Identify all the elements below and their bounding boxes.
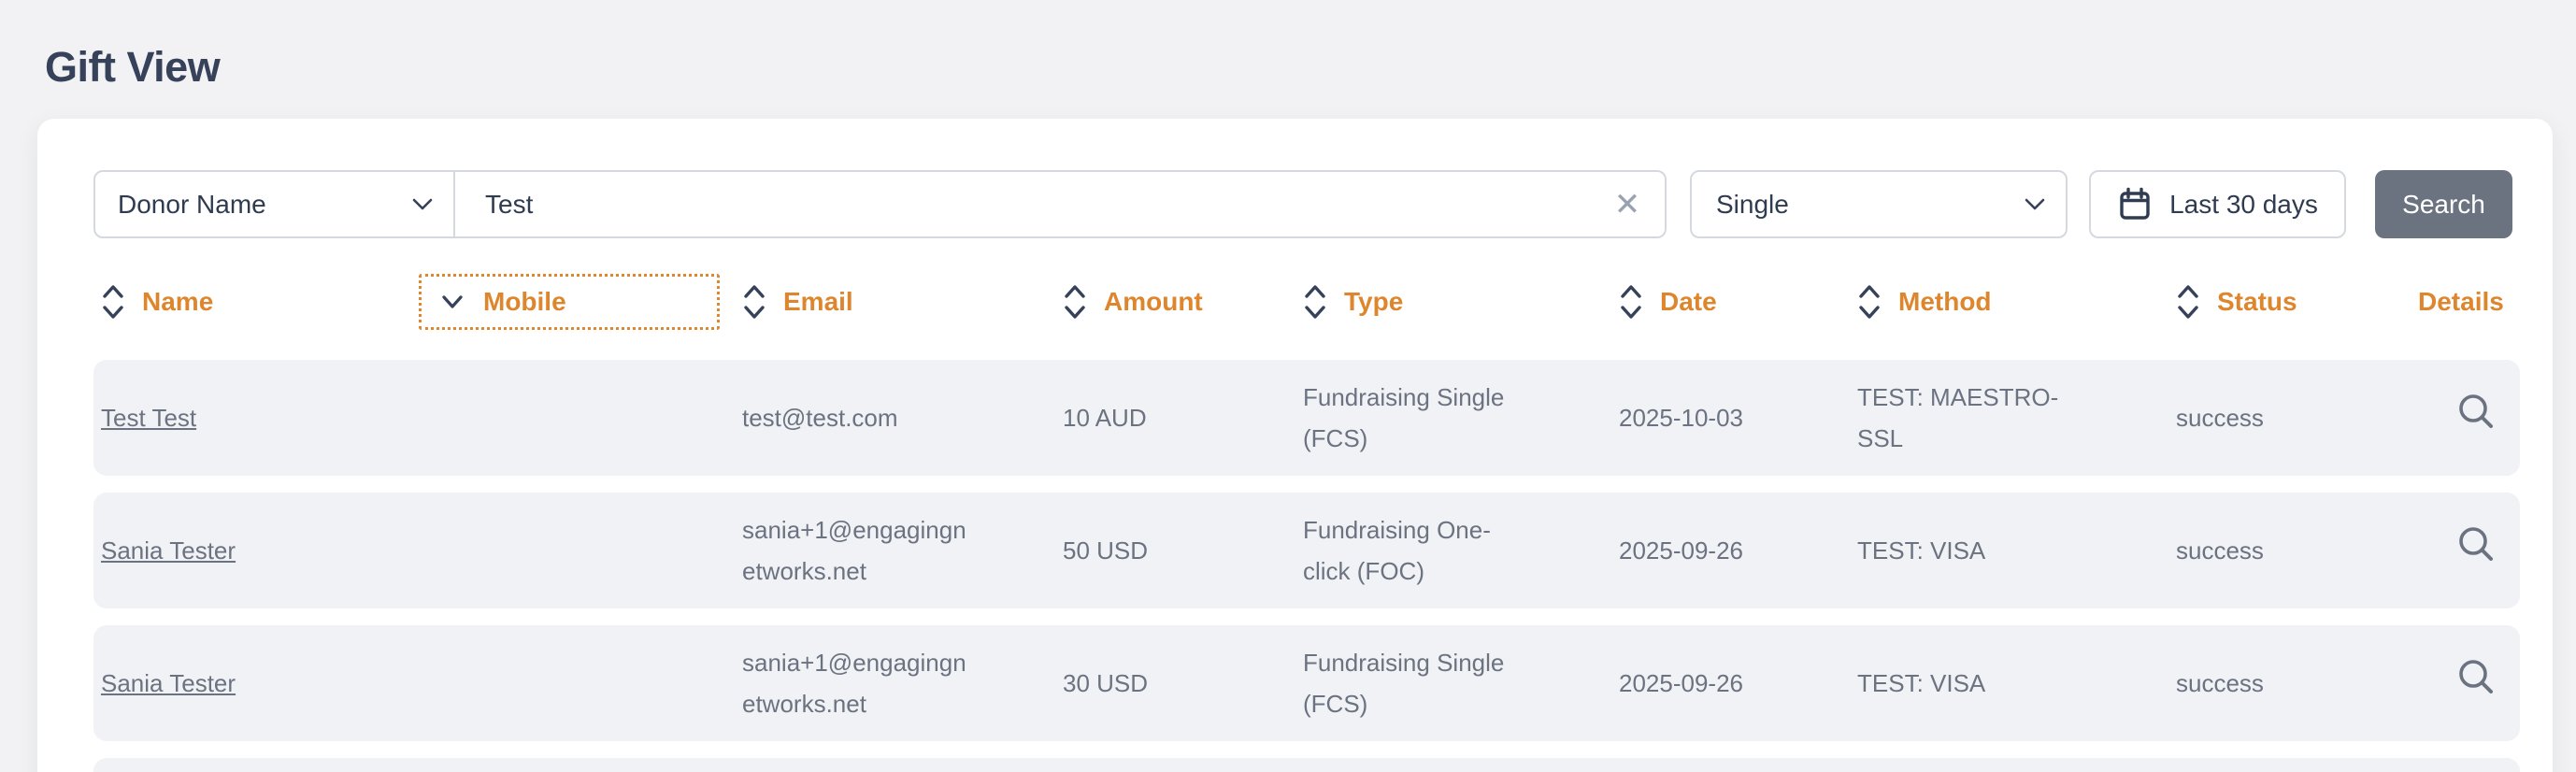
date-cell: 2025-10-03 bbox=[1619, 404, 1743, 432]
column-header-status[interactable]: Status bbox=[2168, 281, 2411, 322]
column-header-name[interactable]: Name bbox=[93, 281, 419, 322]
magnifier-icon bbox=[2455, 391, 2498, 434]
details-cell bbox=[2411, 523, 2520, 579]
magnifier-icon bbox=[2455, 656, 2498, 699]
method-cell: TEST: VISA bbox=[1857, 669, 1986, 697]
method-cell: TEST: VISA bbox=[1857, 536, 1986, 565]
status-cell: success bbox=[2176, 404, 2264, 432]
sort-icon bbox=[2176, 281, 2200, 322]
details-cell bbox=[2411, 391, 2520, 446]
magnifier-icon bbox=[2455, 523, 2498, 566]
column-header-date[interactable]: Date bbox=[1611, 281, 1850, 322]
filter-bar: Donor Name ✕ Single bbox=[93, 170, 2512, 238]
status-cell: success bbox=[2176, 536, 2264, 565]
table-body: Test Test test@test.com 10 AUD Fundraisi… bbox=[93, 360, 2520, 772]
type-cell: Fundraising Single (FCS) bbox=[1303, 383, 1505, 452]
date-cell: 2025-09-26 bbox=[1619, 536, 1743, 565]
column-label: Amount bbox=[1104, 287, 1203, 316]
type-cell: Fundraising One-click (FOC) bbox=[1303, 516, 1491, 585]
date-cell: 2025-09-26 bbox=[1619, 669, 1743, 697]
gift-view-card: Donor Name ✕ Single bbox=[37, 119, 2553, 772]
mobile-sort-box[interactable]: Mobile bbox=[419, 274, 720, 330]
details-cell bbox=[2411, 656, 2520, 711]
date-range-label: Last 30 days bbox=[2169, 189, 2318, 219]
column-label: Date bbox=[1660, 287, 1717, 316]
details-magnifier-button[interactable] bbox=[2455, 523, 2498, 566]
name-cell: Test Test bbox=[93, 397, 419, 438]
table-row: Test Test test@test.com 10 AUD Fundraisi… bbox=[93, 360, 2520, 476]
type-cell: Fundraising Single (FCS) bbox=[1303, 649, 1505, 718]
column-label: Method bbox=[1898, 287, 1992, 316]
table-header-row: Name Mobile Email Amount Type bbox=[93, 272, 2520, 332]
sort-icon bbox=[101, 281, 125, 322]
table-row: Sania Tester sania+1@engagingnetworks.ne… bbox=[93, 493, 2520, 608]
sort-icon bbox=[1303, 281, 1327, 322]
search-input[interactable] bbox=[455, 170, 1667, 238]
chevron-down-icon bbox=[2021, 195, 2049, 214]
donor-name-link[interactable]: Sania Tester bbox=[101, 536, 236, 565]
donor-name-link[interactable]: Test Test bbox=[101, 404, 197, 432]
column-label: Type bbox=[1344, 287, 1404, 316]
email-cell: sania+1@engagingnetworks.net bbox=[742, 649, 966, 718]
gifts-table: Name Mobile Email Amount Type bbox=[93, 272, 2520, 772]
chevron-down-icon bbox=[438, 292, 466, 312]
sort-icon bbox=[1063, 281, 1087, 322]
gift-type-select[interactable]: Single bbox=[1690, 170, 2068, 238]
sort-icon bbox=[742, 281, 766, 322]
column-header-amount[interactable]: Amount bbox=[1055, 281, 1295, 322]
status-cell: success bbox=[2176, 669, 2264, 697]
column-header-method[interactable]: Method bbox=[1850, 281, 2168, 322]
table-row-partial bbox=[93, 758, 2520, 772]
search-input-group: Donor Name ✕ bbox=[93, 170, 1667, 238]
amount-cell: 50 USD bbox=[1063, 536, 1149, 565]
clear-search-button[interactable]: ✕ bbox=[1607, 184, 1648, 225]
column-label: Name bbox=[142, 287, 214, 316]
name-cell: Sania Tester bbox=[93, 530, 419, 571]
column-header-email[interactable]: Email bbox=[735, 281, 1055, 322]
page-title: Gift View bbox=[45, 43, 221, 91]
search-button[interactable]: Search bbox=[2375, 170, 2512, 238]
column-header-details: Details bbox=[2411, 287, 2520, 317]
name-cell: Sania Tester bbox=[93, 663, 419, 704]
column-label: Mobile bbox=[483, 287, 566, 316]
donor-field-select-value: Donor Name bbox=[118, 189, 266, 219]
sort-icon bbox=[1857, 281, 1882, 322]
email-cell: test@test.com bbox=[742, 404, 898, 432]
donor-field-select[interactable]: Donor Name bbox=[93, 170, 455, 238]
method-cell: TEST: MAESTRO-SSL bbox=[1857, 383, 2059, 452]
column-label: Details bbox=[2418, 287, 2504, 316]
email-cell: sania+1@engagingnetworks.net bbox=[742, 516, 966, 585]
sort-icon bbox=[1619, 281, 1643, 322]
chevron-down-icon bbox=[408, 195, 436, 214]
donor-name-link[interactable]: Sania Tester bbox=[101, 669, 236, 697]
amount-cell: 30 USD bbox=[1063, 669, 1149, 697]
date-range-button[interactable]: Last 30 days bbox=[2089, 170, 2346, 238]
calendar-icon bbox=[2117, 187, 2153, 222]
details-magnifier-button[interactable] bbox=[2455, 391, 2498, 434]
details-magnifier-button[interactable] bbox=[2455, 656, 2498, 699]
search-input-wrap: ✕ bbox=[455, 170, 1667, 238]
column-header-mobile[interactable]: Mobile bbox=[419, 274, 735, 330]
column-label: Status bbox=[2217, 287, 2297, 316]
gift-type-select-value: Single bbox=[1716, 189, 1789, 219]
column-label: Email bbox=[783, 287, 853, 316]
table-row: Sania Tester sania+1@engagingnetworks.ne… bbox=[93, 625, 2520, 741]
amount-cell: 10 AUD bbox=[1063, 404, 1147, 432]
column-header-type[interactable]: Type bbox=[1295, 281, 1611, 322]
